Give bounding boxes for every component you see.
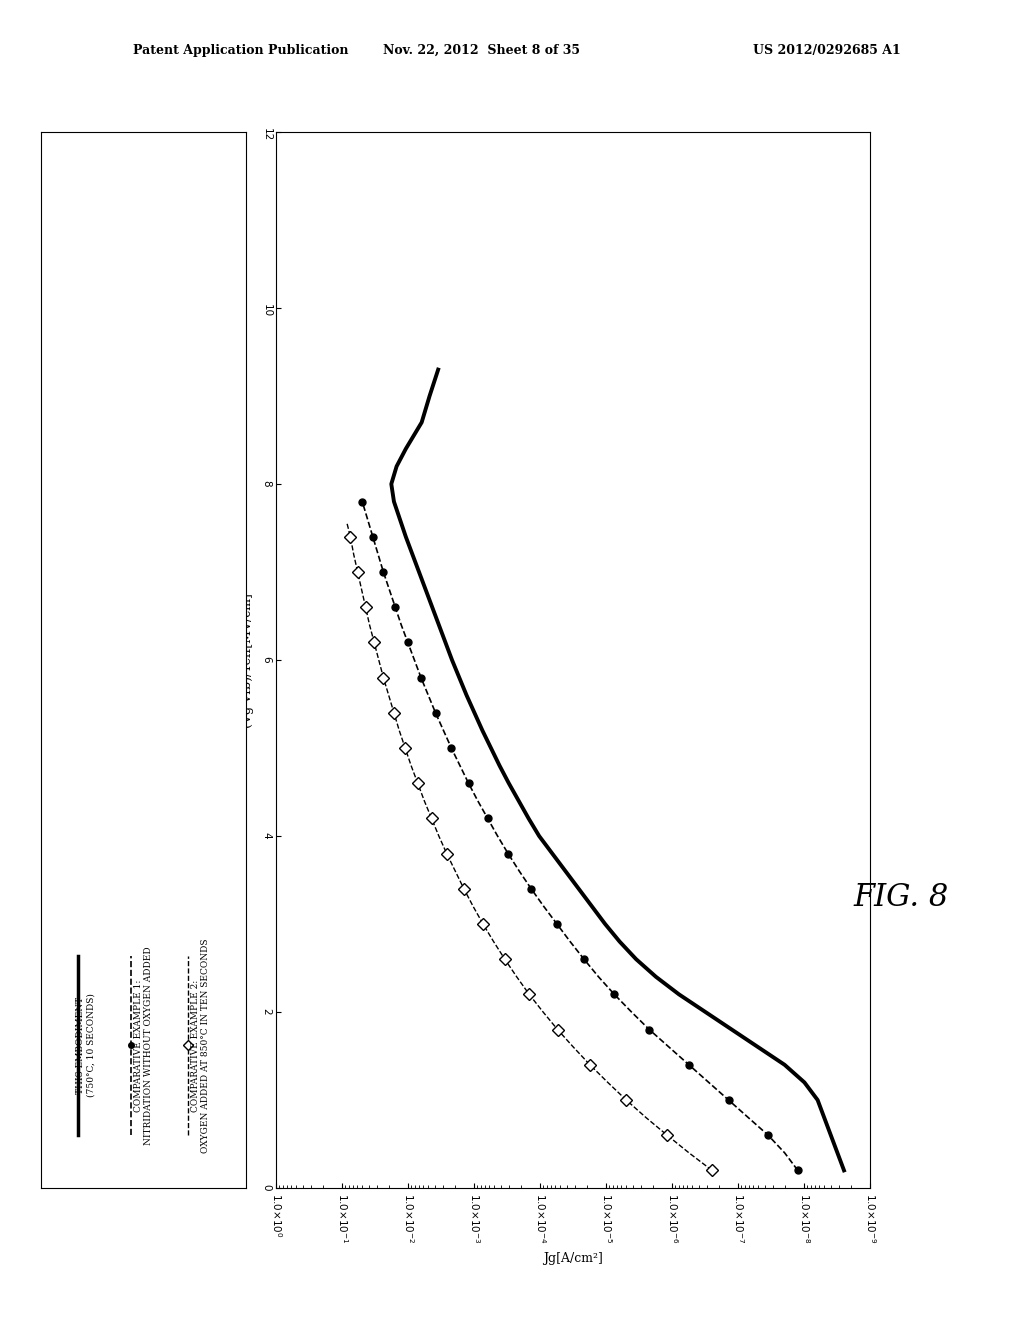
Text: COMPARATIVE EXAMPLE 2:
OXYGEN ADDED AT 850°C IN TEN SECONDS: COMPARATIVE EXAMPLE 2: OXYGEN ADDED AT 8… <box>191 939 210 1152</box>
X-axis label: Jg[A/cm²]: Jg[A/cm²] <box>544 1251 603 1265</box>
Text: COMPARATIVE EXAMPLE 1:
NITRIDATION WITHOUT OXYGEN ADDED: COMPARATIVE EXAMPLE 1: NITRIDATION WITHO… <box>134 946 153 1144</box>
Text: Nov. 22, 2012  Sheet 8 of 35: Nov. 22, 2012 Sheet 8 of 35 <box>383 44 580 57</box>
Y-axis label: (Vg-Vfb)/Teff[MV/cm]: (Vg-Vfb)/Teff[MV/cm] <box>241 593 253 727</box>
Text: US 2012/0292685 A1: US 2012/0292685 A1 <box>754 44 901 57</box>
Text: THIS EMBODIMENT
(750°C, 10 SECONDS): THIS EMBODIMENT (750°C, 10 SECONDS) <box>77 994 95 1097</box>
Text: FIG. 8: FIG. 8 <box>853 882 949 913</box>
Text: Patent Application Publication: Patent Application Publication <box>133 44 348 57</box>
